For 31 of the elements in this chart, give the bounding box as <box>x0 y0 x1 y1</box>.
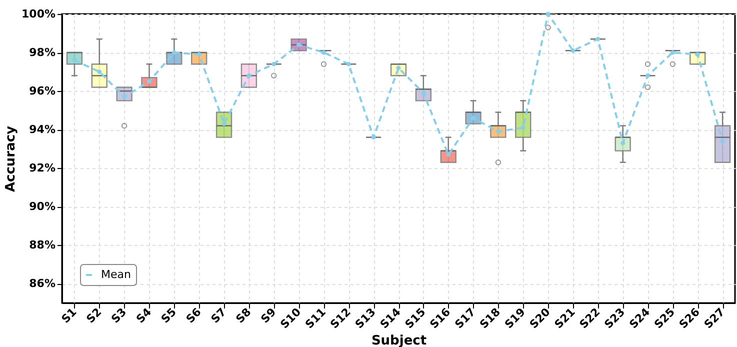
point <box>196 52 202 57</box>
point <box>122 94 127 100</box>
x-tick-label: S4 <box>134 305 154 326</box>
point <box>321 50 326 55</box>
y-tick-label: 98% <box>29 46 56 60</box>
y-tick-label: 96% <box>29 84 56 98</box>
point <box>670 50 675 55</box>
y-tick-label: 92% <box>29 162 56 175</box>
x-tick-label: S8 <box>233 306 254 326</box>
x-tick-label: S6 <box>184 305 204 326</box>
y-tick-label: 86% <box>29 277 56 290</box>
x-tick-label: S2 <box>84 306 104 326</box>
point <box>246 73 252 78</box>
y-tick-label: 100% <box>22 8 56 20</box>
x-tick-label: S7 <box>208 306 229 326</box>
point <box>222 122 226 126</box>
y-tick-label: 88% <box>29 238 56 252</box>
point <box>97 70 102 74</box>
y-tick-label: 90% <box>29 200 56 214</box>
y-axis-title: Accuracy <box>4 125 19 192</box>
x-tick-label: S3 <box>108 306 130 326</box>
y-tick-label: 94% <box>29 123 56 136</box>
point <box>520 125 526 130</box>
point <box>720 138 725 144</box>
x-tick-label: S5 <box>158 306 179 326</box>
x-tick-label: S9 <box>258 306 279 326</box>
x-axis-title: Subject <box>371 333 427 347</box>
x-tick-label: S1 <box>59 306 80 326</box>
legend-label: Mean <box>101 268 131 281</box>
point <box>695 52 700 57</box>
point <box>172 50 176 55</box>
